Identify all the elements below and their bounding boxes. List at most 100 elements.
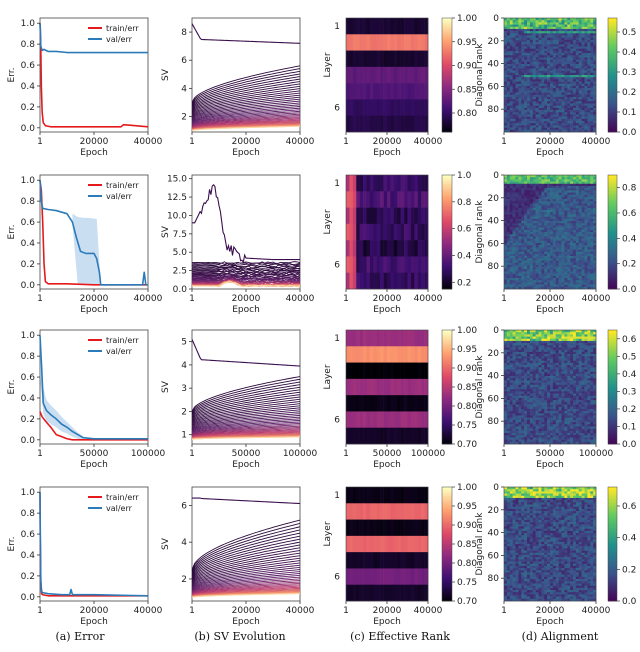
align-cell	[555, 114, 559, 117]
align-cell	[584, 125, 588, 128]
align-cell	[573, 55, 577, 58]
align-cell	[541, 232, 545, 235]
align-cell	[564, 347, 568, 351]
align-cell	[575, 358, 580, 361]
align-cell	[581, 199, 585, 202]
align-cell	[506, 127, 511, 131]
align-cell	[578, 181, 582, 185]
align-cell	[532, 234, 536, 237]
align-cell	[524, 83, 528, 87]
align-cell	[521, 110, 525, 113]
rank-cell	[363, 427, 367, 445]
sv-xlabel: Epoch	[232, 148, 260, 158]
rank-cell	[393, 50, 398, 68]
align-cell	[578, 55, 582, 58]
align-cell	[547, 121, 551, 124]
align-cell	[578, 260, 582, 263]
align-cell	[567, 77, 571, 80]
rank-cell	[363, 223, 367, 241]
align-cell	[590, 225, 594, 228]
align-cell	[532, 205, 536, 209]
align-cell	[590, 343, 594, 346]
align-cell	[521, 238, 525, 242]
align-cell	[509, 282, 513, 285]
align-colorbar-step	[608, 54, 617, 58]
align-cell	[567, 46, 571, 49]
align-cell	[547, 92, 551, 96]
rank-cell	[387, 191, 391, 208]
align-cell	[521, 247, 525, 250]
align-cell	[524, 216, 528, 220]
align-cell	[555, 55, 559, 58]
align-cell	[532, 210, 536, 213]
rank-cell	[387, 330, 391, 347]
align-cell	[578, 192, 582, 196]
align-cell	[584, 90, 588, 93]
align-cell	[555, 262, 559, 266]
rank-cell	[421, 50, 425, 68]
align-cell	[504, 55, 508, 58]
align-cell	[575, 72, 580, 76]
align-cell	[593, 251, 597, 255]
align-cell	[544, 262, 548, 266]
align-cell	[535, 223, 539, 226]
align-cell	[518, 37, 522, 41]
align-cell	[541, 210, 545, 213]
align-cell	[573, 264, 577, 268]
align-cell	[504, 114, 508, 117]
align-cell	[550, 92, 554, 96]
align-cell	[532, 256, 536, 259]
align-cell	[584, 194, 588, 198]
align-cell	[547, 183, 551, 187]
align-cell	[515, 85, 519, 89]
rank-colorbar-step	[442, 36, 452, 39]
align-cell	[541, 358, 545, 361]
align-cell	[590, 351, 594, 355]
align-cell	[581, 190, 585, 193]
align-cell	[509, 199, 513, 202]
align-cell	[587, 92, 591, 96]
align-cell	[529, 351, 534, 355]
align-cell	[506, 356, 511, 359]
align-ytick-label: 40	[488, 60, 500, 70]
align-cell	[509, 64, 513, 67]
align-cell	[506, 260, 511, 263]
align-cell	[561, 286, 565, 290]
align-cell	[581, 240, 585, 244]
align-cell	[544, 85, 548, 89]
align-cell	[558, 223, 562, 226]
align-cell	[518, 262, 522, 266]
align-cell	[512, 46, 516, 49]
align-cell	[527, 31, 531, 34]
align-cell	[584, 356, 588, 359]
align-cell	[555, 258, 559, 261]
align-cell	[573, 360, 577, 364]
align-cell	[558, 334, 562, 337]
align-cell	[575, 210, 580, 213]
align-cell	[552, 66, 557, 69]
align-cell	[504, 282, 508, 285]
align-cell	[541, 70, 545, 74]
align-cell	[529, 238, 534, 242]
align-cell	[584, 199, 588, 202]
align-cell	[535, 88, 539, 91]
align-cell	[587, 273, 591, 277]
align-cell	[552, 37, 557, 41]
align-cell	[564, 210, 568, 213]
align-cell	[535, 207, 539, 211]
rank-cbar-label: 0.70	[457, 440, 477, 450]
align-cell	[552, 280, 557, 283]
align-colorbar-step	[608, 49, 617, 53]
rank-cell	[363, 18, 367, 35]
align-cell	[524, 212, 528, 215]
align-cell	[527, 275, 531, 279]
align-cell	[512, 334, 516, 337]
align-cell	[575, 245, 580, 248]
align-cell	[552, 48, 557, 52]
sv-line	[192, 381, 300, 415]
align-cell	[587, 37, 591, 41]
align-cell	[524, 236, 528, 239]
align-cell	[584, 26, 588, 30]
align-cell	[529, 18, 534, 21]
rank-cell	[390, 34, 395, 51]
